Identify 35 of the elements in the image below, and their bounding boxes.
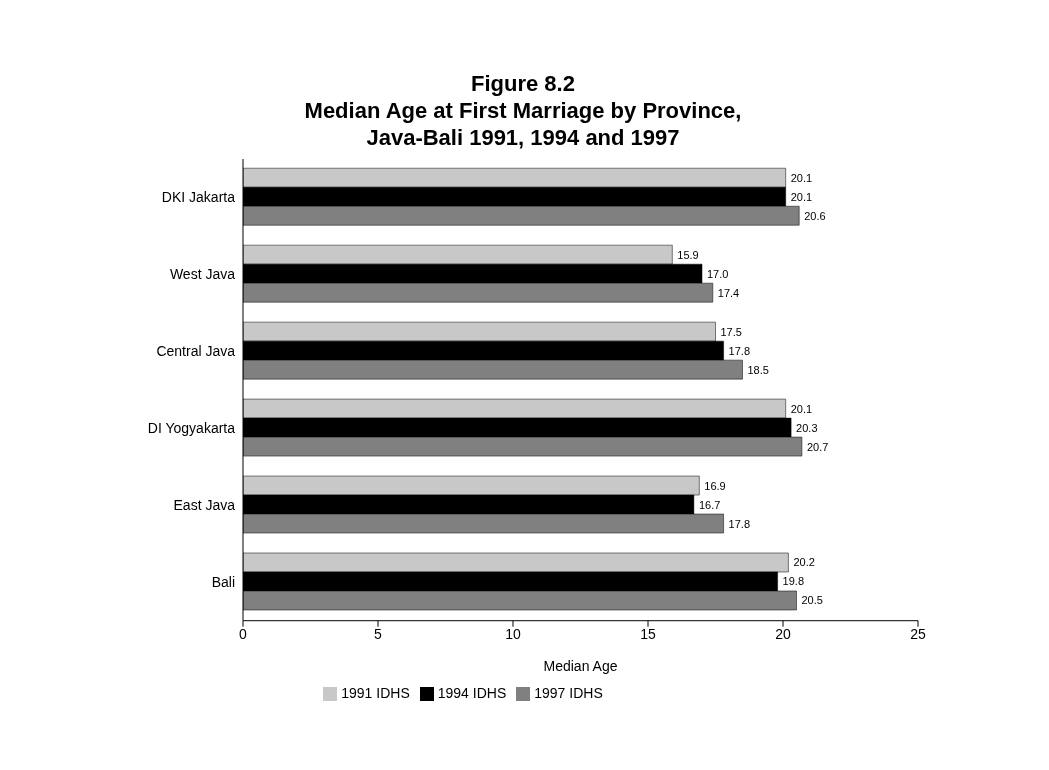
data-label: 20.2 — [793, 556, 815, 569]
data-label: 16.7 — [698, 498, 721, 511]
chart-title: Figure 8.2 Median Age at First Marriage by Province, Java-Bali 1991, 1994 and 1997 — [303, 70, 743, 151]
data-label: 15.9 — [677, 248, 699, 261]
legend-label: 1997 IDHS — [534, 684, 603, 701]
data-label: 17.0 — [707, 267, 729, 280]
y-tick-label: West Java — [169, 266, 236, 283]
y-tick-label: Bali — [211, 574, 235, 591]
y-tick-label: DKI Jakarta — [161, 189, 236, 206]
data-label: 20.1 — [790, 171, 813, 184]
data-label: 20.5 — [801, 594, 823, 607]
data-label: 16.9 — [704, 479, 726, 492]
data-label: 17.8 — [728, 517, 751, 530]
data-label: 18.5 — [747, 363, 769, 376]
x-axis-title: Median Age — [543, 657, 618, 674]
x-tick-label: 15 — [640, 625, 656, 642]
data-label: 17.4 — [717, 286, 740, 299]
data-label: 20.6 — [804, 209, 826, 222]
data-label: 17.8 — [728, 344, 751, 357]
legend-label: 1994 IDHS — [437, 684, 507, 701]
data-label: 20.1 — [790, 402, 813, 415]
legend-label: 1991 IDHS — [341, 684, 410, 701]
y-tick-label: East Java — [173, 497, 236, 514]
y-tick-label: Central Java — [156, 343, 236, 360]
x-tick-label: 5 — [374, 625, 383, 642]
data-label: 17.5 — [720, 325, 742, 338]
data-label: 20.7 — [806, 440, 829, 453]
y-tick-label: DI Yogyakarta — [147, 420, 236, 437]
x-tick-label: 10 — [505, 625, 521, 642]
data-label: 20.3 — [796, 421, 818, 434]
x-tick-label: 25 — [910, 625, 926, 642]
data-label: 19.8 — [782, 575, 805, 588]
x-tick-label: 0 — [239, 625, 248, 642]
x-tick-label: 20 — [775, 625, 791, 642]
data-label: 20.1 — [790, 190, 813, 203]
